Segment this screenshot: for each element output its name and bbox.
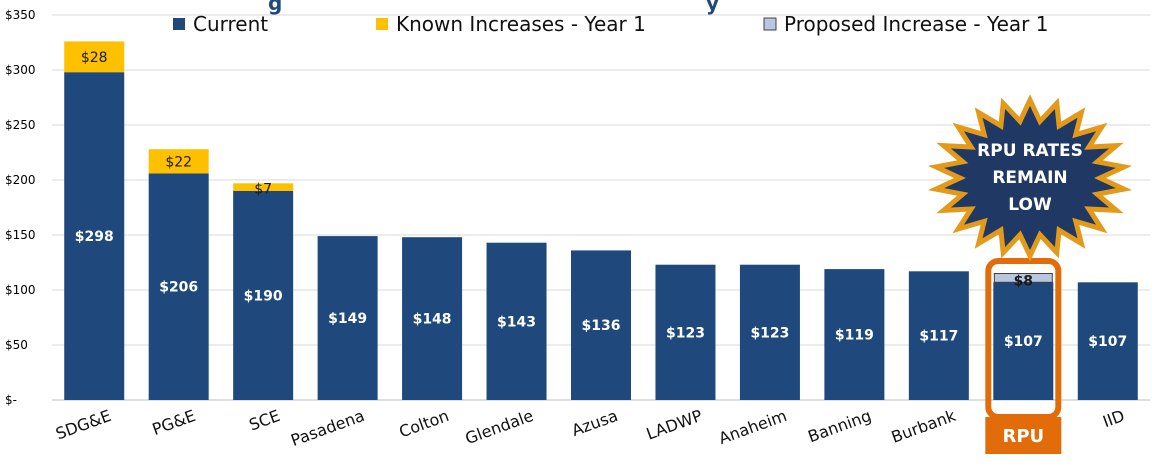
bar-current (148, 173, 209, 400)
x-axis: SDG&E PG&E SCE Pasadena Colton Glendale Azusa L… (53, 406, 1127, 450)
value-label-current: $119 (835, 328, 874, 344)
y-tick-label: $100 (5, 283, 36, 297)
value-label-known-increase: $22 (165, 154, 192, 170)
bar-current (1077, 282, 1138, 400)
bar-current (486, 242, 547, 400)
value-label-current: $298 (75, 229, 114, 245)
value-label-current: $107 (1004, 334, 1043, 350)
x-tick-label: PG&E (150, 406, 198, 439)
starburst-shape (927, 94, 1133, 262)
bar-current (317, 236, 378, 400)
bar-known-increase (64, 41, 125, 73)
value-label-current: $123 (750, 325, 789, 341)
legend-swatch-proposed (763, 17, 777, 31)
legend: Current Known Increases - Year 1 Propose… (173, 12, 1048, 36)
bar-proposed-increase (993, 273, 1053, 283)
value-label-current: $136 (582, 318, 621, 334)
value-label-current: $143 (497, 314, 536, 330)
bar-current (908, 271, 969, 400)
x-tick-label: SDG&E (53, 406, 114, 444)
y-axis: $- $50 $100 $150 $200 $250 $300 $350 (5, 8, 36, 407)
value-label-proposed-increase: $8 (1014, 274, 1033, 290)
callout-line-3: LOW (1008, 195, 1052, 215)
data-labels: $298 $28 $206 $22 $190 $7 $149 $148 $143 $136 $123… (75, 50, 1128, 350)
bar-current (64, 72, 125, 400)
legend-label-current: Current (193, 12, 268, 36)
y-tick-label: $- (5, 393, 17, 407)
bar-current (571, 250, 631, 400)
x-tick-label: Azusa (569, 406, 620, 440)
callout-line-2: REMAIN (992, 168, 1067, 188)
legend-label-proposed: Proposed Increase - Year 1 (784, 12, 1048, 36)
x-tick-label-highlighted: RPU (1002, 426, 1044, 447)
bar-current (824, 269, 885, 400)
x-tick-label: Burbank (889, 406, 959, 447)
value-label-current: $107 (1088, 334, 1127, 350)
rpu-label-background (985, 417, 1062, 454)
value-label-current: $149 (328, 311, 367, 327)
value-label-current: $123 (666, 325, 705, 341)
y-tick-label: $350 (5, 8, 36, 22)
bar-current (233, 191, 294, 400)
x-tick-label: IID (1100, 406, 1127, 431)
title-fragment-left: g (268, 0, 282, 15)
value-label-current: $190 (244, 289, 283, 305)
value-label-current: $117 (919, 329, 958, 345)
y-tick-label: $300 (5, 63, 36, 77)
y-tick-label: $250 (5, 118, 36, 132)
bar-known-increase (233, 183, 294, 191)
callout-line-1: RPU RATES (977, 141, 1083, 161)
x-tick-label: SCE (246, 406, 282, 435)
bar-current (655, 264, 716, 400)
x-tick-label: Banning (805, 406, 873, 446)
x-tick-label: Anaheim (716, 406, 789, 448)
x-tick-label: LADWP (644, 406, 705, 444)
bar-current (402, 237, 463, 400)
value-label-current: $148 (413, 312, 452, 328)
y-tick-label: $150 (5, 228, 36, 242)
rpu-highlight-frame (985, 258, 1062, 454)
title-fragment-right: y (706, 0, 719, 15)
starburst-callout: RPU RATES REMAIN LOW (927, 94, 1133, 262)
y-tick-label: $200 (5, 173, 36, 187)
legend-swatch-current (173, 18, 185, 30)
bars (64, 41, 1138, 400)
x-tick-label: Glendale (463, 406, 536, 448)
y-tick-label: $50 (5, 338, 28, 352)
value-label-known-increase: $7 (254, 181, 272, 197)
legend-swatch-known (376, 18, 388, 30)
bar-current (993, 282, 1054, 400)
bar-known-increase (148, 149, 209, 174)
x-tick-label: Colton (396, 406, 451, 442)
legend-label-known: Known Increases - Year 1 (396, 12, 646, 36)
value-label-known-increase: $28 (81, 50, 108, 66)
value-label-current: $206 (159, 280, 198, 296)
x-tick-label: Pasadena (288, 406, 367, 450)
bar-current (739, 264, 800, 400)
